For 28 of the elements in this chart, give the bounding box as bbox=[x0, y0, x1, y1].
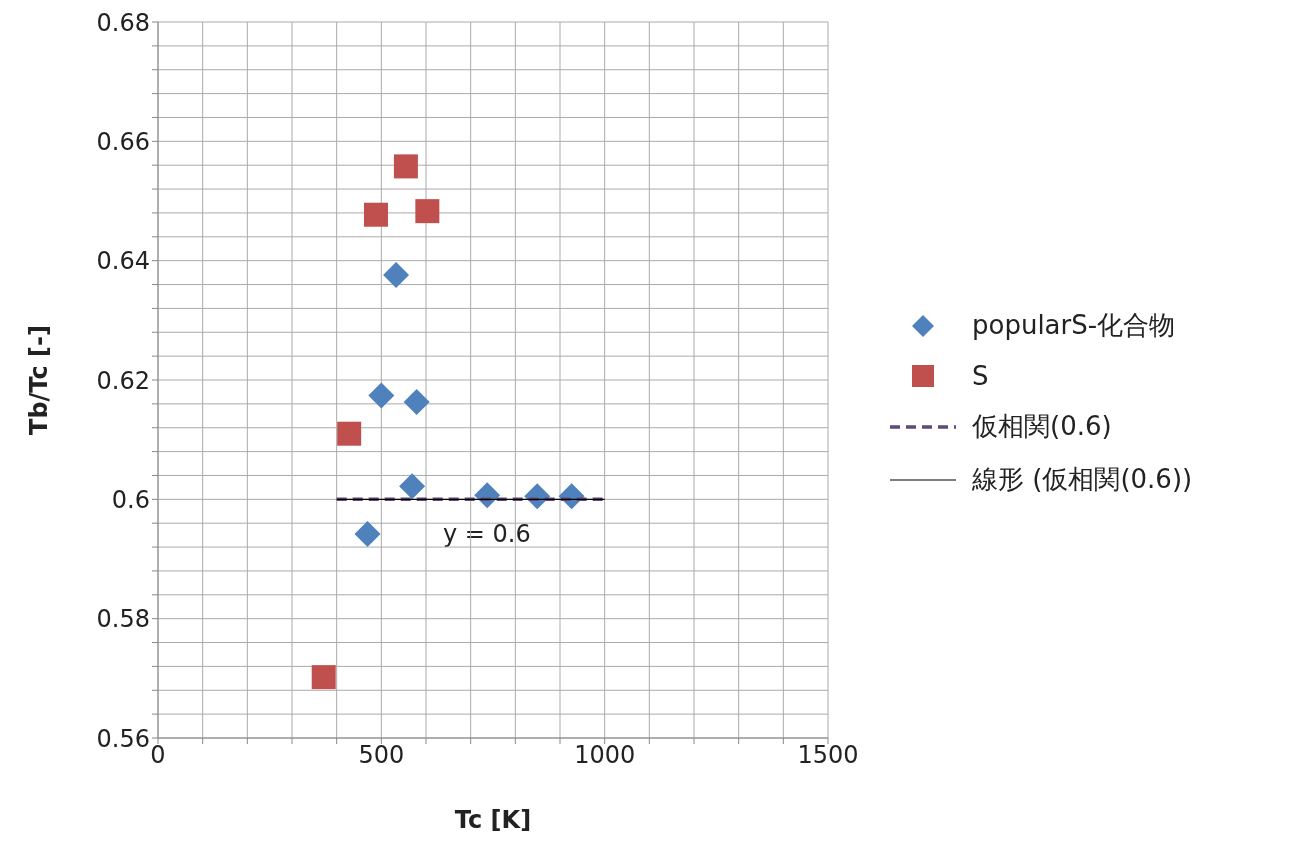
y-tick-label: 0.66 bbox=[96, 127, 150, 156]
x-tick-label: 1500 bbox=[797, 741, 859, 770]
point bbox=[383, 261, 410, 288]
point bbox=[363, 202, 388, 227]
x-tick-label: 1000 bbox=[574, 741, 636, 770]
y-tick-label: 0.62 bbox=[96, 366, 150, 395]
point bbox=[399, 473, 426, 500]
y-tick-label: 0.58 bbox=[96, 605, 150, 634]
x-tick-label: 500 bbox=[358, 741, 405, 770]
point bbox=[311, 665, 336, 690]
y-tick-label: 0.56 bbox=[96, 724, 150, 753]
y-tick-label: 0.6 bbox=[111, 485, 150, 514]
y-axis-title: Tb/Tc [-] bbox=[24, 325, 53, 435]
legend-label: popularS-化合物 bbox=[972, 309, 1176, 342]
x-tick-label: 0 bbox=[150, 741, 166, 770]
legend-label: 仮相関(0.6) bbox=[972, 410, 1112, 443]
y-tick-label: 0.64 bbox=[96, 247, 150, 276]
y-tick-label: 0.68 bbox=[96, 8, 150, 37]
point bbox=[337, 421, 362, 446]
legend-label: 線形 (仮相関(0.6)) bbox=[972, 463, 1193, 496]
point bbox=[354, 520, 381, 547]
point bbox=[368, 382, 395, 409]
x-axis-title: Tc [K] bbox=[454, 806, 532, 834]
point bbox=[403, 389, 430, 416]
point bbox=[415, 199, 440, 224]
point bbox=[393, 154, 418, 179]
legend-label: S bbox=[972, 361, 989, 391]
annotation: y = 0.6 bbox=[443, 520, 531, 548]
